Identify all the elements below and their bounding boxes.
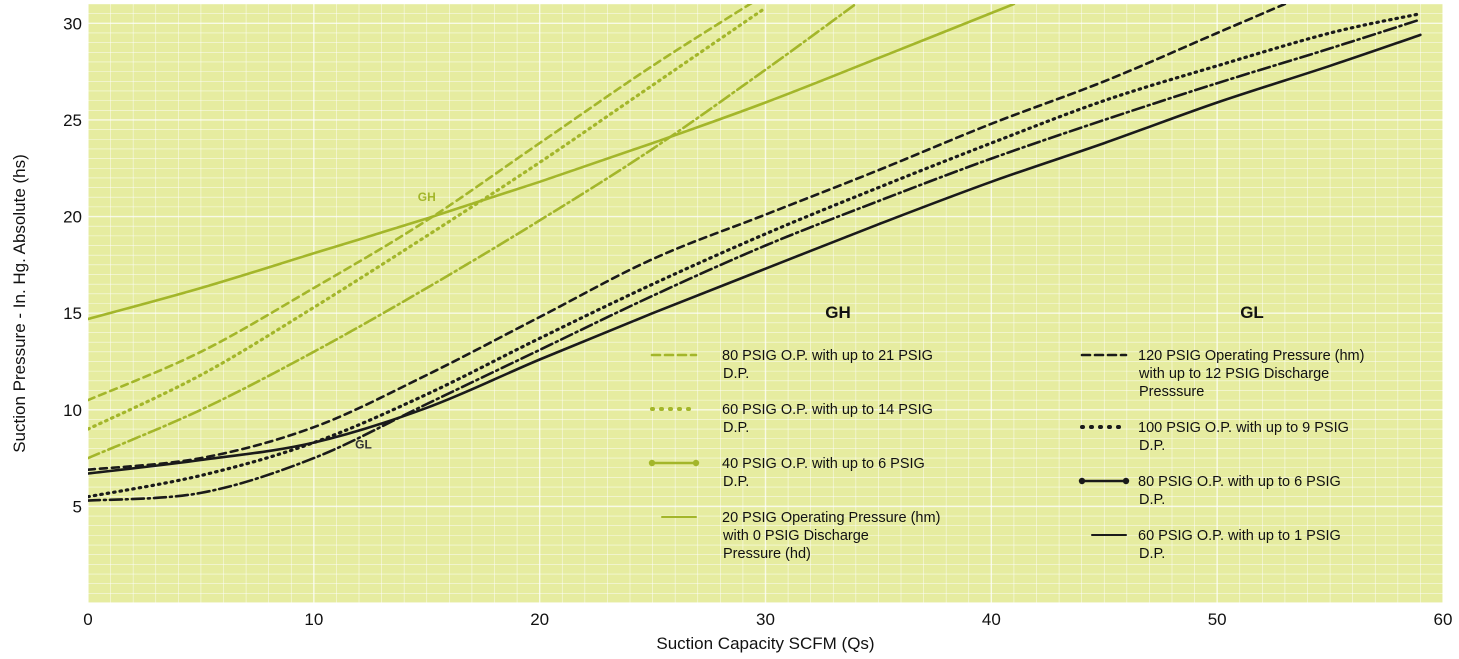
y-tick-label: 5	[73, 497, 82, 516]
x-tick-label: 30	[756, 610, 775, 629]
legend-text-line: D.P.	[1139, 492, 1165, 508]
curve-gh-3	[88, 4, 1016, 321]
x-tick-label: 40	[982, 610, 1001, 629]
legend-text-line: 60 PSIG O.P. with up to 14 PSIG	[722, 402, 933, 418]
curve-gl-4	[88, 4, 1287, 471]
curves	[88, 4, 1422, 502]
tick-labels: 0 10 20 30 40 50 60 5 10 15 20 25 30	[63, 14, 1452, 629]
y-tick-label: 25	[63, 111, 82, 130]
legend-text-line: D.P.	[723, 420, 749, 436]
legend-text-line: 80 PSIG O.P. with up to 21 PSIG	[722, 348, 933, 364]
x-tick-label: 0	[83, 610, 92, 629]
legend-text-line: D.P.	[723, 366, 749, 382]
curve-gh-2	[88, 4, 858, 460]
legend-swatch-dot	[648, 459, 656, 467]
legend-text-line: D.P.	[1139, 438, 1165, 454]
x-tick-label: 60	[1434, 610, 1453, 629]
legend-swatch-dot	[1122, 477, 1130, 485]
legend-swatch-dot	[1078, 477, 1086, 485]
legend-text-line: with 0 PSIG Discharge	[722, 528, 869, 544]
x-tick-label: 10	[304, 610, 323, 629]
legend-text-line: Pressure (hd)	[723, 546, 811, 562]
curve-labels: GH GL	[355, 190, 436, 451]
y-tick-label: 30	[63, 14, 82, 33]
legend-text-line: 80 PSIG O.P. with up to 6 PSIG	[1138, 474, 1341, 490]
legend-text-line: D.P.	[1139, 546, 1165, 562]
legend-text-line: D.P.	[723, 474, 749, 490]
x-tick-label: 20	[530, 610, 549, 629]
curve-label-gl: GL	[355, 437, 372, 451]
x-tick-label: 50	[1208, 610, 1227, 629]
legend-heading-gh: GH	[825, 303, 851, 322]
legend-text-line: 40 PSIG O.P. with up to 6 PSIG	[722, 456, 925, 472]
legend-text-line: Presssure	[1139, 384, 1204, 400]
curve-gh-1	[88, 6, 768, 431]
grid	[87, 3, 1444, 604]
legend-swatch-dot	[692, 459, 700, 467]
y-tick-label: 15	[63, 304, 82, 323]
y-tick-label: 20	[63, 208, 82, 227]
legend-text-line: with up to 12 PSIG Discharge	[1138, 366, 1329, 382]
legend-text-line: 120 PSIG Operating Pressure (hm)	[1138, 348, 1364, 364]
x-axis-title: Suction Capacity SCFM (Qs)	[656, 634, 874, 653]
curve-label-gh: GH	[418, 190, 436, 204]
legend-heading-gl: GL	[1240, 303, 1264, 322]
legend-text-line: 60 PSIG O.P. with up to 1 PSIG	[1138, 528, 1341, 544]
y-tick-label: 10	[63, 401, 82, 420]
curve-gl-6	[88, 18, 1422, 502]
curve-gh-0	[88, 4, 753, 402]
legend-text-line: 100 PSIG O.P. with up to 9 PSIG	[1138, 420, 1349, 436]
legend-text-line: 20 PSIG Operating Pressure (hm)	[722, 510, 940, 526]
curve-gl-7	[88, 33, 1422, 475]
y-axis-title: Suction Pressure - In. Hg. Absolute (hs)	[10, 154, 29, 453]
legend: GH 80 PSIG O.P. with up to 21 PSIG D.P. 60 …	[648, 303, 1364, 562]
